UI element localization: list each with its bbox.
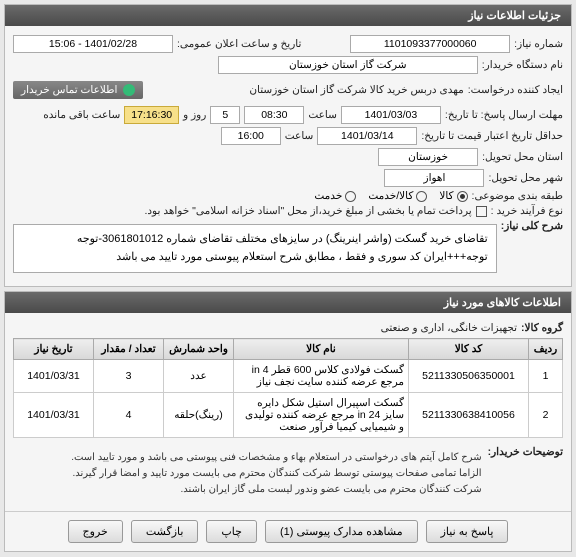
cell-date: 1401/03/31 [14, 360, 94, 393]
province-value: خوزستان [378, 148, 478, 166]
radio-dot-icon [345, 191, 356, 202]
group-label: طبقه بندی موضوعی: [472, 190, 563, 202]
radio-kala[interactable]: کالا [439, 190, 467, 202]
panel-button-row: پاسخ به نیاز مشاهده مدارک پیوستی (1) چاپ… [5, 511, 571, 551]
print-button[interactable]: چاپ [206, 520, 257, 543]
cell-idx: 1 [529, 360, 563, 393]
radio-khedmat[interactable]: خدمت [314, 190, 356, 202]
cell-name: گسکت اسپیرال استیل شکل دایره سایز 24 in … [234, 393, 409, 438]
radio-dot-icon [457, 191, 468, 202]
buyer-org-value: شرکت گاز استان خوزستان [218, 56, 478, 74]
valid-time-label: ساعت [285, 130, 314, 142]
days-value: 5 [210, 106, 240, 124]
col-unit: واحد شمارش [164, 339, 234, 360]
back-button[interactable]: بازگشت [131, 520, 199, 543]
items-panel: اطلاعات کالاهای مورد نیاز گروه کالا: تجه… [4, 291, 572, 552]
items-table: ردیف کد کالا نام کالا واحد شمارش تعداد /… [13, 338, 563, 438]
radio-dot-icon [416, 191, 427, 202]
req-creator-value: مهدی دربس خرید کالا شرکت گاز استان خوزست… [249, 84, 463, 96]
reply-button[interactable]: پاسخ به نیاز [426, 520, 509, 543]
buy-type-note: پرداخت تمام یا بخشی از مبلغ خرید،از محل … [144, 205, 471, 217]
reply-time: 08:30 [244, 106, 304, 124]
contact-label: اطلاعات تماس خریدار [21, 84, 117, 96]
cell-qty: 4 [94, 393, 164, 438]
contact-status-icon [123, 84, 135, 96]
need-no-value: 1101093377000060 [350, 35, 510, 53]
remaining-time: 17:16:30 [124, 106, 179, 124]
reply-deadline-label: مهلت ارسال پاسخ: تا تاریخ: [445, 109, 563, 121]
desc-label: شرح کلی نیاز: [501, 220, 563, 232]
col-code: کد کالا [409, 339, 529, 360]
desc-box: تقاضای خرید گسکت (واشر اینرینگ) در سایزه… [13, 224, 497, 273]
table-row: 1 5211330506350001 گسکت فولادی کلاس 600 … [14, 360, 563, 393]
buyer-org-label: نام دستگاه خریدار: [482, 59, 563, 71]
radio-kala-khadamat[interactable]: کالا/خدمت [368, 190, 427, 202]
city-label: شهر محل تحویل: [488, 172, 563, 184]
view-att-button[interactable]: مشاهده مدارک پیوستی (1) [265, 520, 418, 543]
item-group-value: تجهیزات خانگی، اداری و صنعتی [381, 322, 517, 334]
panel1-title: جزئیات اطلاعات نیاز [5, 5, 571, 26]
table-header-row: ردیف کد کالا نام کالا واحد شمارش تعداد /… [14, 339, 563, 360]
cell-name: گسکت فولادی کلاس 600 قطر 4 in مرجع عرضه … [234, 360, 409, 393]
valid-date: 1401/03/14 [317, 127, 417, 145]
reply-time-label: ساعت [308, 109, 337, 121]
exit-button[interactable]: خروج [68, 520, 123, 543]
cell-idx: 2 [529, 393, 563, 438]
cell-unit: (رینگ)حلقه [164, 393, 234, 438]
announce-label: تاریخ و ساعت اعلان عمومی: [177, 38, 301, 50]
cell-date: 1401/03/31 [14, 393, 94, 438]
item-group-label: گروه کالا: [521, 322, 563, 334]
buy-type-label: نوع فرآیند خرید : [491, 205, 563, 217]
req-creator-label: ایجاد کننده درخواست: [468, 84, 563, 96]
valid-deadline-label: حداقل تاریخ اعتبار قیمت تا تاریخ: [421, 130, 563, 142]
panel2-title: اطلاعات کالاهای مورد نیاز [5, 292, 571, 313]
city-value: اهواز [384, 169, 484, 187]
col-date: تاریخ نیاز [14, 339, 94, 360]
cell-qty: 3 [94, 360, 164, 393]
buy-type-checkbox[interactable] [476, 206, 487, 217]
need-no-label: شماره نیاز: [514, 38, 563, 50]
table-row: 2 5211330638410056 گسکت اسپیرال استیل شک… [14, 393, 563, 438]
province-label: استان محل تحویل: [482, 151, 563, 163]
need-details-panel: جزئیات اطلاعات نیاز شماره نیاز: 11010933… [4, 4, 572, 287]
reply-date: 1401/03/03 [341, 106, 441, 124]
cell-code: 5211330506350001 [409, 360, 529, 393]
valid-time: 16:00 [221, 127, 281, 145]
col-idx: ردیف [529, 339, 563, 360]
contact-bar[interactable]: اطلاعات تماس خریدار [13, 81, 143, 99]
days-label: روز و [183, 109, 206, 121]
cell-code: 5211330638410056 [409, 393, 529, 438]
buyer-note: شرح کامل آیتم های درخواستی در استعلام به… [13, 446, 484, 502]
col-qty: تعداد / مقدار [94, 339, 164, 360]
announce-value: 1401/02/28 - 15:06 [13, 35, 173, 53]
category-radio-group: کالا کالا/خدمت خدمت [314, 190, 467, 202]
cell-unit: عدد [164, 360, 234, 393]
buyer-note-label: توضیحات خریدار: [488, 446, 563, 458]
remaining-label: ساعت باقی مانده [43, 109, 120, 121]
col-name: نام کالا [234, 339, 409, 360]
